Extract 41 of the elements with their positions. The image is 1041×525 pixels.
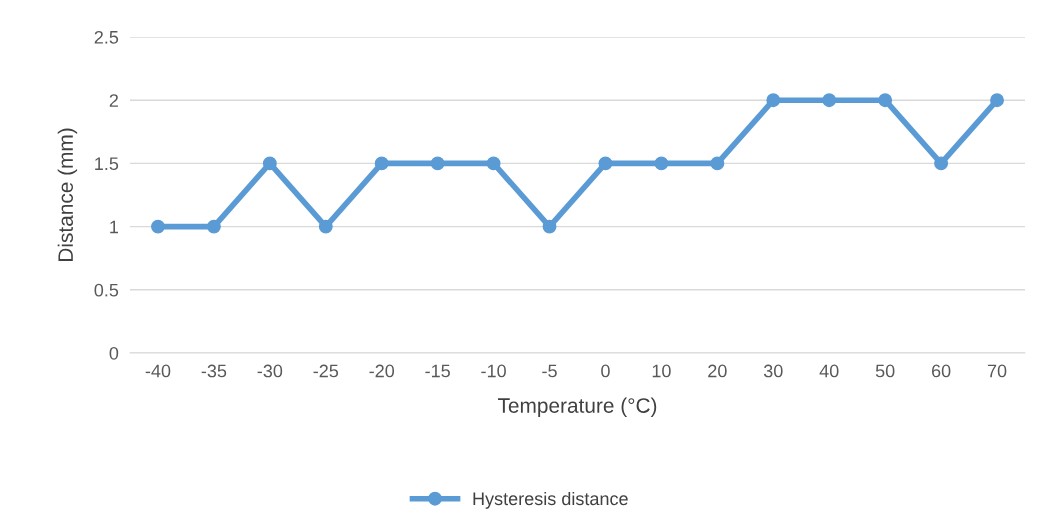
point [486,156,501,171]
x-tick-label: -35 [201,364,227,378]
x-tick-label: -30 [257,364,283,378]
y-tick-label: 1 [110,220,119,234]
point [262,156,277,171]
x-tick-label: -25 [313,364,339,378]
x-tick-label: -20 [369,364,395,378]
x-tick-label: 30 [763,364,783,378]
point [654,156,669,171]
point [598,156,613,171]
x-tick-label: 20 [708,364,727,378]
y-tick-label: 1.5 [95,157,119,171]
y-tick-label: 2.5 [94,30,119,44]
x-tick-label: 10 [652,364,671,378]
y-tick-label: 2 [109,94,118,107]
point [430,156,445,171]
point [766,93,781,108]
point [934,156,949,171]
point [318,219,333,234]
x-tick-label: -5 [542,364,557,378]
point [206,219,221,234]
point [822,93,837,108]
y-axis-title: Distance (mm) [57,128,78,261]
x-tick-label: 0 [601,364,610,378]
point [878,93,893,108]
x-tick-label: 40 [819,364,839,378]
x-tick-label: -40 [145,364,171,378]
x-tick-label: 60 [931,364,951,378]
y-tick-label: 0.5 [94,283,119,297]
point [990,93,1004,108]
legend-label: Hysteresis distance [473,491,628,509]
point [710,156,725,171]
x-tick-label: -15 [425,364,450,378]
point [542,219,557,234]
y-tick-label: 0 [109,346,119,360]
point [151,219,165,234]
x-tick-label: 70 [987,364,1007,378]
point [374,156,389,171]
x-tick-label: -10 [481,364,506,378]
x-tick-label: 50 [875,364,895,378]
x-axis-title: Temperature (°C) [497,397,657,418]
